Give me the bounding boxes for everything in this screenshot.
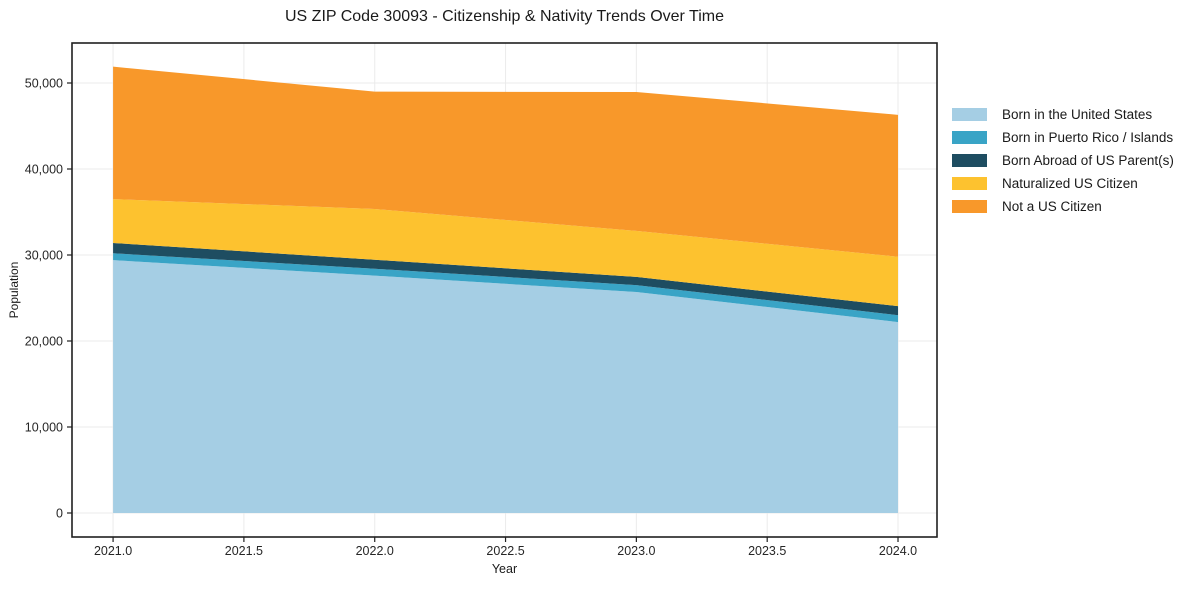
legend-swatch	[952, 200, 987, 213]
legend-item: Born in Puerto Rico / Islands	[952, 126, 1174, 149]
y-tick-label: 40,000	[25, 162, 63, 176]
area-born-abroad-of-us-parent-s	[113, 242, 899, 316]
legend-label: Born Abroad of US Parent(s)	[1002, 153, 1174, 168]
y-tick-label: 50,000	[25, 76, 63, 90]
legend-swatch	[952, 131, 987, 144]
x-tick-label: 2023.0	[617, 544, 655, 558]
legend-item: Born Abroad of US Parent(s)	[952, 149, 1174, 172]
x-axis-label: Year	[491, 562, 518, 576]
x-tick-label: 2022.0	[356, 544, 394, 558]
x-tick-label: 2023.5	[748, 544, 786, 558]
x-tick-label: 2021.5	[225, 544, 263, 558]
legend-item: Naturalized US Citizen	[952, 172, 1174, 195]
x-tick-label: 2022.5	[486, 544, 524, 558]
legend-item: Born in the United States	[952, 103, 1174, 126]
plot-box	[71, 42, 938, 538]
legend-label: Not a US Citizen	[1002, 199, 1102, 214]
area-not-a-us-citizen	[113, 66, 899, 257]
legend-swatch	[952, 177, 987, 190]
legend-item: Not a US Citizen	[952, 195, 1174, 218]
legend-swatch	[952, 108, 987, 121]
y-axis-label: Population	[7, 261, 21, 319]
legend-label: Naturalized US Citizen	[1002, 176, 1138, 191]
legend-label: Born in Puerto Rico / Islands	[1002, 130, 1174, 145]
legend-swatch	[952, 154, 987, 167]
area-naturalized-us-citizen	[113, 199, 899, 307]
x-tick-label: 2021.0	[94, 544, 132, 558]
y-tick-label: 20,000	[25, 334, 63, 348]
legend-label: Born in the United States	[1002, 107, 1153, 122]
area-born-in-the-united-states	[113, 260, 899, 513]
legend: Born in the United States Born in Puerto…	[952, 103, 1174, 218]
x-tick-label: 2024.0	[879, 544, 917, 558]
area-born-in-puerto-rico-islands	[113, 253, 899, 323]
y-tick-label: 10,000	[25, 420, 63, 434]
y-tick-label: 0	[56, 506, 63, 520]
chart-title: US ZIP Code 30093 - Citizenship & Nativi…	[285, 8, 724, 25]
y-tick-label: 30,000	[25, 248, 63, 262]
